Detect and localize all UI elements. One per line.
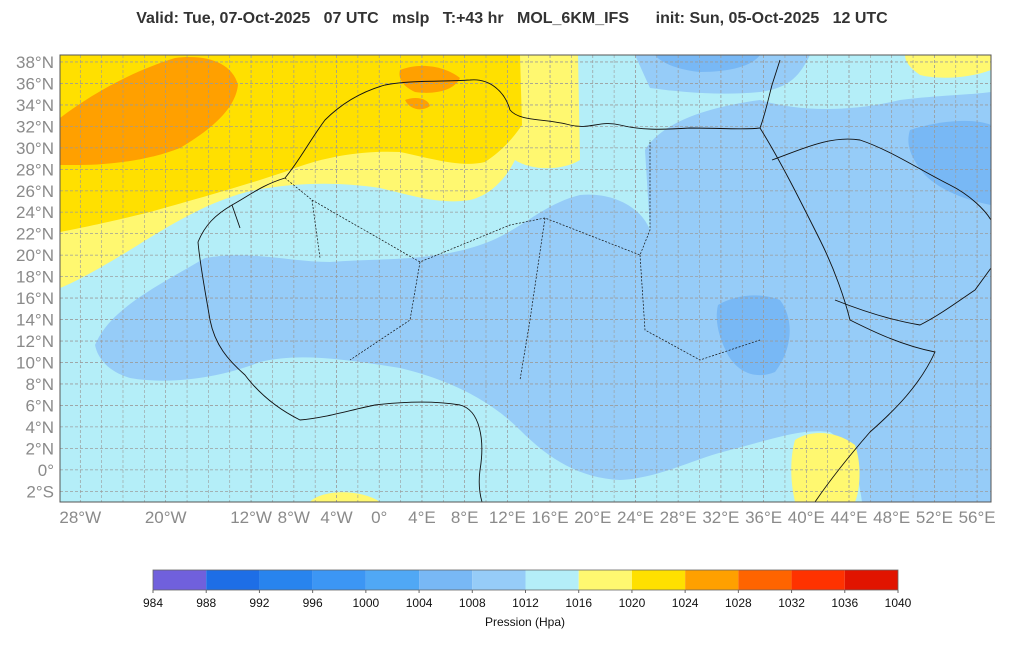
colorbar-tick-label: 992 (249, 596, 269, 610)
field-1008 (95, 92, 991, 502)
lon-label: 28°E (660, 508, 697, 527)
lat-label: 8°N (25, 375, 54, 394)
colorbar-bin (844, 570, 898, 590)
map (59, 54, 992, 503)
colorbar-tick-label: 1000 (353, 596, 380, 610)
lon-label: 8°W (278, 508, 310, 527)
lat-label: 32°N (16, 117, 54, 136)
colorbar-bin (738, 570, 792, 590)
colorbar-bin (365, 570, 420, 590)
coastline (197, 59, 781, 243)
lon-label: 4°W (320, 508, 352, 527)
lat-label: 12°N (16, 332, 54, 351)
lat-label: 30°N (16, 139, 54, 158)
lon-label: 40°E (788, 508, 825, 527)
colorbar-bin (259, 570, 313, 590)
lon-label: 12°W (230, 508, 272, 527)
colorbar-tick-label: 1020 (619, 596, 646, 610)
lat-label: 36°N (16, 74, 54, 93)
lat-label: 18°N (16, 268, 54, 287)
lon-label: 24°E (617, 508, 654, 527)
field-1024 (405, 98, 430, 110)
lon-label: 32°E (702, 508, 739, 527)
colorbar-tick-label: 984 (143, 596, 163, 610)
colorbar-tick-label: 1036 (831, 596, 858, 610)
lon-label: 20°W (145, 508, 187, 527)
colorbar-bin (472, 570, 526, 590)
field-1004 (655, 55, 760, 72)
field-1016 (791, 433, 860, 502)
colorbar-bin (631, 570, 686, 590)
field-1004 (716, 295, 790, 376)
field-1016 (310, 492, 380, 502)
field-1024 (399, 65, 460, 93)
colorbar-bin (419, 570, 473, 590)
lon-label: 52°E (916, 508, 953, 527)
colorbar-tick-label: 988 (196, 596, 216, 610)
lon-label: 44°E (830, 508, 867, 527)
lat-label: 20°N (16, 246, 54, 265)
lon-label: 4°E (408, 508, 436, 527)
lon-label: 16°E (532, 508, 569, 527)
colorbar-tick-label: 996 (303, 596, 323, 610)
colorbar-tick-label: 1024 (672, 596, 699, 610)
graticule (60, 55, 991, 502)
lon-label: 12°E (489, 508, 526, 527)
lat-label: 10°N (16, 353, 54, 372)
colorbar-tick-label: 1040 (885, 596, 912, 610)
colorbar-tick-label: 1016 (565, 596, 592, 610)
coastline (759, 127, 936, 502)
country-border (284, 140, 761, 381)
lat-label: 24°N (16, 203, 54, 222)
colorbar-bin (312, 570, 366, 590)
colorbar-tick-label: 1012 (512, 596, 539, 610)
field-1016 (905, 55, 991, 78)
field-1004 (908, 120, 991, 205)
colorbar-label: Pression (Hpa) (485, 615, 565, 629)
lat-label: 38°N (16, 53, 54, 72)
lat-label: 16°N (16, 289, 54, 308)
lon-label: 8°E (451, 508, 479, 527)
colorbar-bin (153, 570, 207, 590)
colorbar-bin (578, 570, 632, 590)
lat-label: 14°N (16, 311, 54, 330)
coastlines (197, 59, 991, 502)
lat-label: 34°N (16, 96, 54, 115)
lat-label: 28°N (16, 160, 54, 179)
lon-label: 0° (371, 508, 387, 527)
lat-label: 26°N (16, 182, 54, 201)
lat-label: 6°N (25, 396, 54, 415)
lon-label: 20°E (574, 508, 611, 527)
field-1024 (60, 57, 238, 165)
colorbar-bin (525, 570, 579, 590)
colorbar-bin (791, 570, 845, 590)
lon-label: 28°W (59, 508, 101, 527)
colorbar-tick-label: 1028 (725, 596, 752, 610)
colorbar-tick-label: 1032 (778, 596, 805, 610)
pressure-field (60, 55, 991, 502)
coastline (771, 138, 991, 326)
lat-label: 4°N (25, 418, 54, 437)
colorbar: 984 988 992 996 1000 1004 1008 1012 1016 1020 1024… (143, 569, 912, 610)
colorbar-tick-label: 1008 (459, 596, 486, 610)
lon-label: 56°E (959, 508, 996, 527)
colorbar-bin (206, 570, 260, 590)
coastline (197, 241, 483, 502)
lon-label: 36°E (745, 508, 782, 527)
lat-label: 22°N (16, 225, 54, 244)
map-frame (59, 54, 992, 503)
map-title: Valid: Tue, 07-Oct-2025 07 UTC mslp T:+4… (136, 10, 888, 27)
colorbar-tick-label: 1004 (406, 596, 433, 610)
lat-label: 2°N (25, 439, 54, 458)
lat-label: 0° (38, 461, 54, 480)
lon-label: 48°E (873, 508, 910, 527)
lat-label: 2°S (26, 482, 54, 501)
colorbar-bin (685, 570, 739, 590)
